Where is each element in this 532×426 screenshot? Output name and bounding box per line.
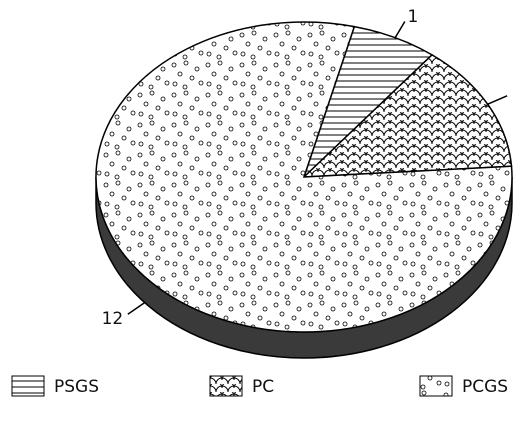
legend-label-psgs: PSGS — [54, 377, 99, 397]
leader-line-pc — [487, 95, 508, 105]
slice-label-pcgs: 12 — [102, 309, 124, 329]
leader-line-psgs — [394, 21, 406, 39]
legend-swatch-pcgs — [419, 375, 453, 397]
legend-item-psgs: PSGS — [11, 375, 99, 397]
legend-swatch-psgs — [11, 375, 45, 397]
slice-label-psgs: 1 — [407, 7, 418, 27]
legend-label-pc: PC — [252, 377, 274, 397]
legend-item-pcgs: PCGS — [419, 375, 508, 397]
legend-swatch-pc — [209, 375, 243, 397]
leader-line-pcgs — [127, 302, 146, 315]
legend-item-pc: PC — [209, 375, 274, 397]
pie-slice-pc — [302, 53, 513, 178]
legend-label-pcgs: PCGS — [462, 377, 508, 397]
pie-slice-pcgs — [95, 21, 513, 333]
